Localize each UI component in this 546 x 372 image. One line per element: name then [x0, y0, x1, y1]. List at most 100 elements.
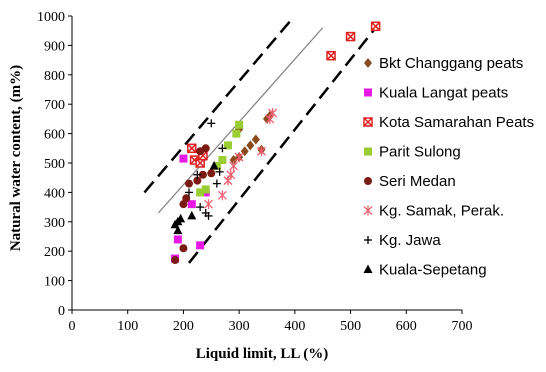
legend-marker	[363, 205, 373, 216]
data-point	[187, 210, 197, 220]
square-marker	[196, 188, 205, 197]
series-1	[171, 154, 210, 263]
y-tick-label: 800	[44, 69, 65, 84]
legend-marker	[363, 117, 373, 127]
legend-marker	[364, 58, 372, 68]
legend-item: Kuala-Sepetang	[363, 262, 487, 279]
data-point	[215, 167, 224, 176]
legend-marker	[364, 177, 372, 185]
data-point	[256, 146, 266, 157]
triangle-marker	[209, 160, 219, 170]
legend-item: Bkt Changgang peats	[364, 55, 523, 72]
triangle-marker	[173, 225, 183, 235]
legend-marker	[363, 264, 373, 273]
y-tick-label: 700	[44, 98, 65, 113]
legend-item: Kg. Samak, Perak.	[363, 203, 504, 220]
x-tick-label: 300	[229, 319, 250, 334]
square-x-stroke	[346, 32, 356, 42]
y-tick-label: 200	[44, 245, 65, 260]
square-x-stroke	[363, 117, 373, 127]
data-point	[226, 169, 236, 180]
y-tick-label: 600	[44, 128, 65, 143]
series-7	[170, 160, 219, 235]
circle-marker	[198, 170, 207, 179]
square-x-stroke	[371, 21, 381, 31]
square-marker	[212, 161, 221, 170]
data-point	[196, 241, 205, 250]
dashed-bound-line	[188, 26, 377, 264]
data-point	[217, 190, 227, 201]
data-point	[251, 134, 260, 145]
data-point	[201, 144, 210, 153]
y-tick-label: 300	[44, 216, 65, 231]
data-point	[370, 21, 381, 32]
square-marker	[201, 185, 210, 194]
legend-label: Kota Samarahan Peats	[379, 114, 534, 131]
data-point	[224, 141, 232, 150]
square-marker	[179, 154, 188, 163]
circle-marker	[364, 177, 372, 185]
data-point	[218, 156, 227, 165]
y-tick-label: 100	[44, 275, 65, 290]
legend-label: Kg. Jawa	[379, 232, 441, 249]
legend-marker	[364, 88, 372, 97]
legend-label: Kuala Langat peats	[379, 85, 508, 102]
x-tick-label: 200	[173, 319, 194, 334]
legend: Bkt Changgang peats Kuala Langat peats Kot…	[363, 55, 534, 279]
circle-marker	[179, 244, 188, 253]
legend-marker	[364, 147, 372, 156]
series-6	[185, 119, 227, 220]
square-marker	[224, 141, 232, 150]
square-marker	[173, 235, 182, 244]
circle-marker	[182, 194, 191, 203]
legend-item: Kota Samarahan Peats	[363, 114, 534, 131]
y-tick-label: 900	[44, 39, 65, 54]
data-point	[187, 200, 196, 209]
data-point	[268, 108, 278, 119]
x-ticks: 0 100 200 300 400 500 600 700	[69, 310, 473, 334]
legend-item: Kuala Langat peats	[364, 85, 508, 102]
legend-marker	[364, 236, 372, 244]
square-marker	[196, 241, 205, 250]
x-tick-label: 600	[396, 319, 417, 334]
legend-label: Bkt Changgang peats	[379, 55, 523, 72]
data-point	[212, 179, 221, 188]
legend-item: Kg. Jawa	[364, 232, 441, 249]
legend-item: Seri Medan	[364, 173, 456, 190]
x-tick-label: 700	[452, 319, 473, 334]
x-tick-label: 500	[340, 319, 361, 334]
square-marker	[364, 147, 372, 156]
data-point	[235, 120, 244, 129]
square-x-stroke	[198, 151, 208, 161]
square-x-stroke	[190, 155, 200, 165]
x-tick-label: 0	[69, 319, 76, 334]
y-tick-label: 0	[58, 304, 65, 319]
x-axis-title: Liquid limit, LL (%)	[196, 346, 329, 362]
y-tick-label: 1000	[37, 10, 65, 25]
y-axis-title: Natural water content, (m%)	[8, 65, 24, 251]
triangle-marker	[176, 213, 186, 223]
data-point	[209, 160, 219, 170]
circle-marker	[193, 176, 202, 185]
data-point	[176, 213, 186, 223]
data-point	[345, 31, 356, 42]
square-marker	[232, 129, 241, 138]
data-point	[173, 225, 183, 235]
data-point	[212, 161, 221, 170]
data-point	[171, 256, 180, 265]
triangle-marker	[363, 264, 373, 273]
data-point	[187, 143, 197, 154]
series-5	[204, 108, 278, 210]
data-point	[326, 50, 336, 61]
square-x-stroke	[187, 143, 197, 153]
square-marker	[218, 156, 227, 165]
data-point	[204, 199, 213, 210]
data-point	[229, 160, 239, 171]
guide-lines	[143, 18, 377, 264]
series-3	[196, 120, 244, 197]
series-4	[171, 144, 216, 265]
circle-marker	[201, 144, 210, 153]
square-marker	[235, 120, 244, 129]
square-marker	[187, 200, 196, 209]
